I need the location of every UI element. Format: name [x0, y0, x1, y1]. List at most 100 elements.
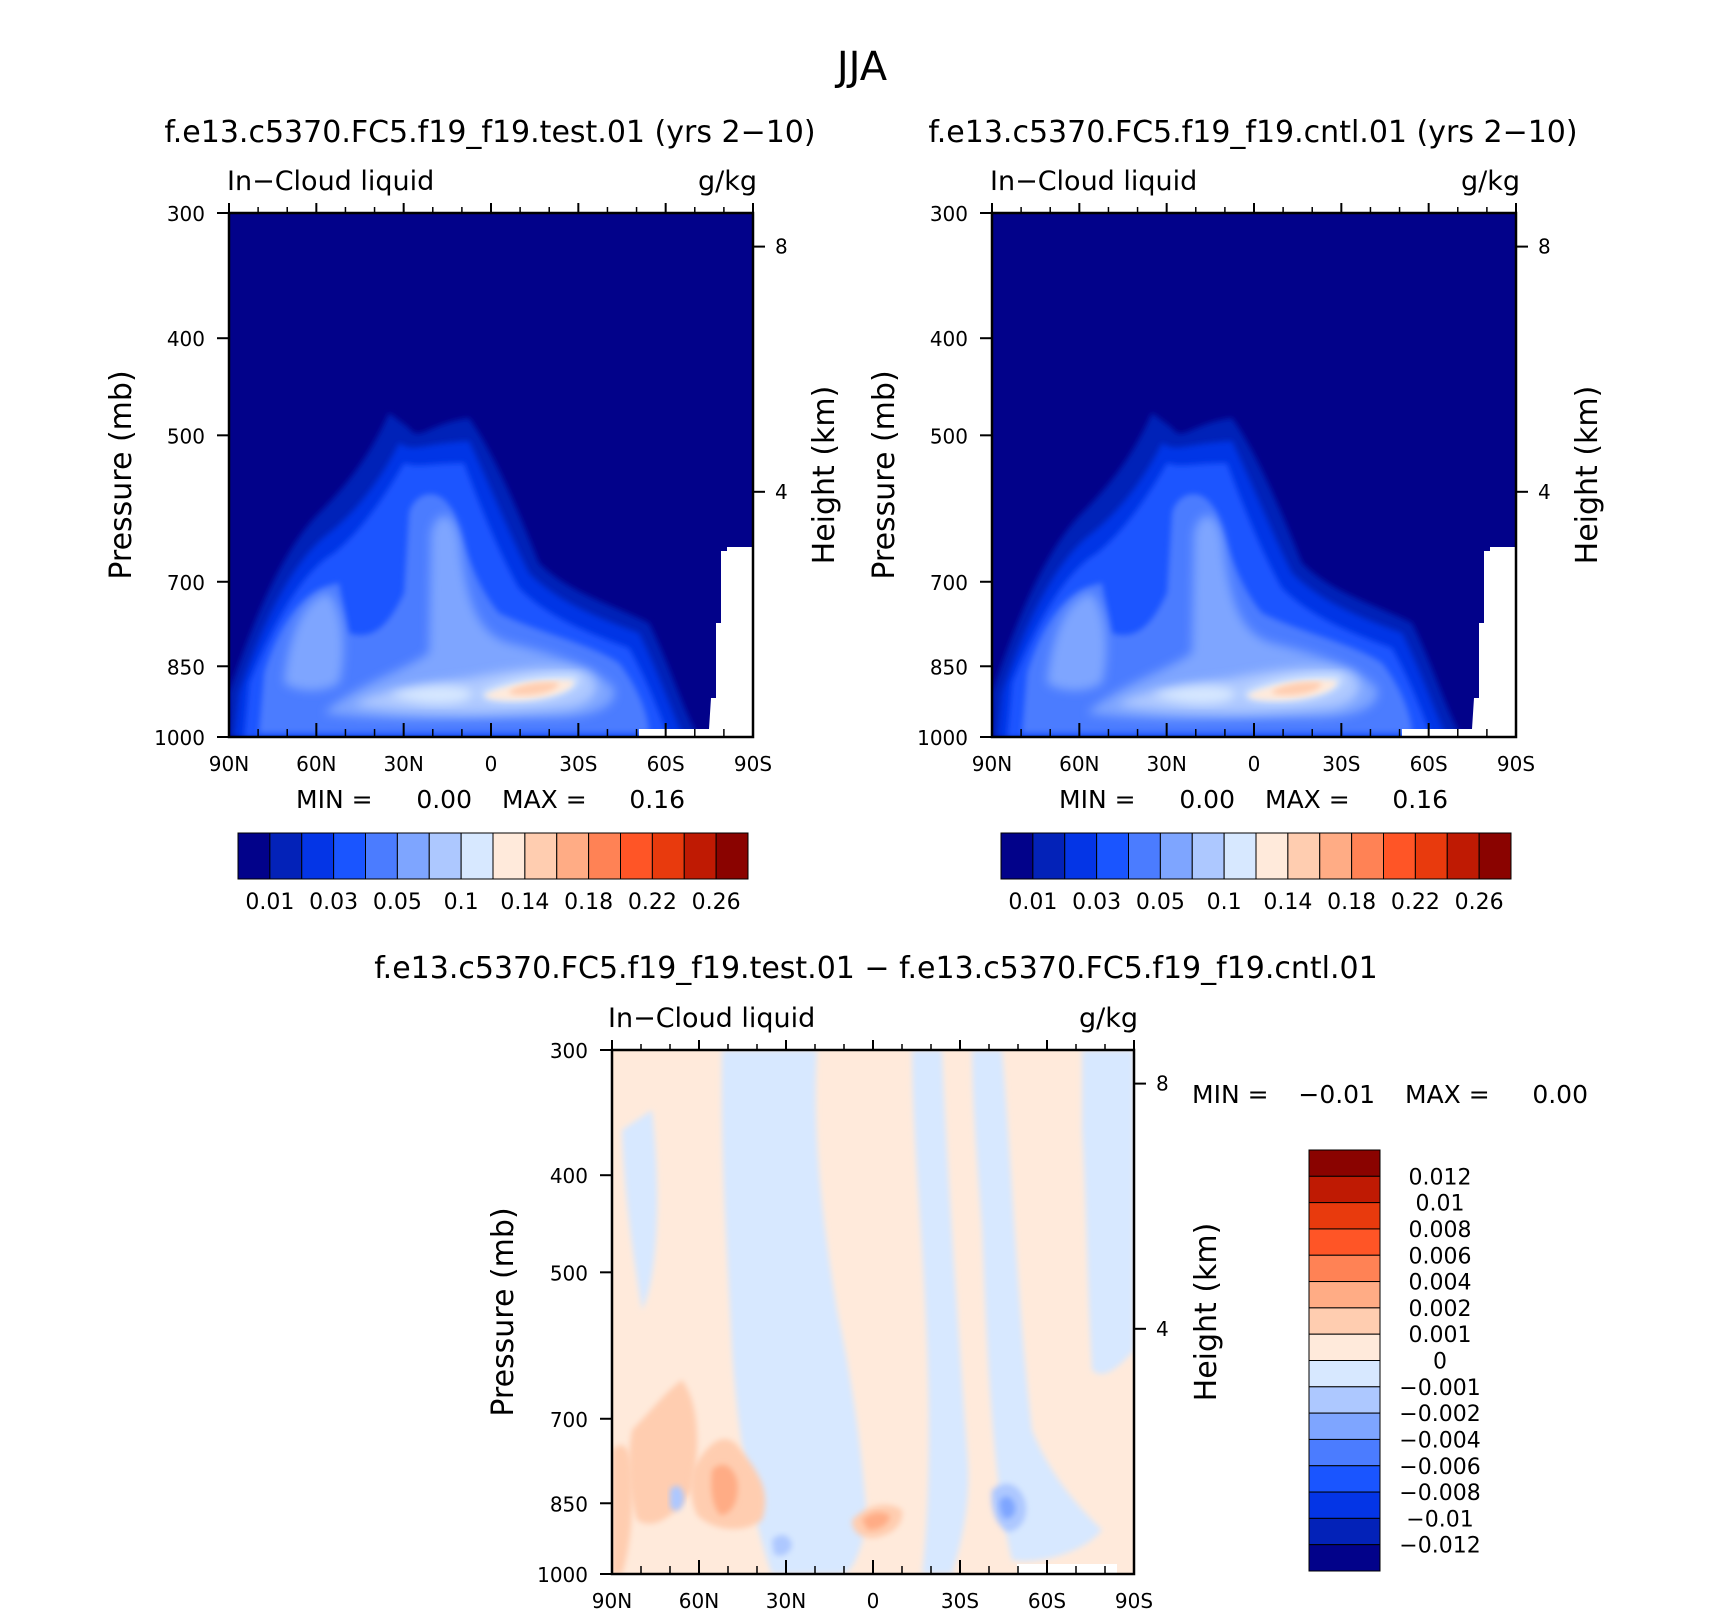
colorbar-swatch — [301, 832, 335, 880]
colorbar-swatch — [1308, 1333, 1381, 1361]
colorbar-label: 0.22 — [628, 890, 677, 915]
colorbar-label: 0.03 — [1072, 890, 1121, 915]
x-tick-label: 60S — [1410, 752, 1448, 776]
y-tick-label: 700 — [930, 571, 968, 595]
x-tick-label: 60N — [296, 752, 336, 776]
colorbar-label: 0 — [1433, 1350, 1447, 1375]
colorbar-label: 0.001 — [1409, 1323, 1472, 1348]
colorbar-swatch — [1287, 832, 1321, 880]
colorbar-label: 0.03 — [309, 890, 358, 915]
colorbar-swatch — [333, 832, 366, 880]
y-tick-label: 850 — [167, 655, 205, 679]
contour-negative-band — [622, 1110, 658, 1310]
colorbar-swatch — [1191, 832, 1225, 880]
y-tick-label: 400 — [550, 1164, 588, 1188]
min-label: MIN = — [296, 785, 373, 814]
colorbar-swatch — [1308, 1412, 1381, 1440]
colorbar-swatch — [1308, 1202, 1381, 1230]
colorbar-swatch — [269, 832, 303, 880]
colorbar-swatch — [1159, 832, 1193, 880]
colorbar-swatch — [556, 832, 590, 880]
y-tick-label: 300 — [550, 1039, 588, 1063]
contour-negative-strong — [999, 1496, 1016, 1519]
y-axis: 300 400 500 700 850 1000 — [537, 1039, 612, 1587]
max-label: MAX = — [502, 785, 587, 814]
colorbar-label: 0.14 — [1263, 890, 1312, 915]
height-tick-label: 4 — [1156, 1317, 1169, 1341]
x-tick-label: 0 — [485, 752, 498, 776]
x-axis: 90N 60N 30N 0 30S 60S 90S — [592, 1040, 1153, 1611]
max-value: 0.16 — [1392, 785, 1448, 814]
x-tick-label: 90N — [592, 1589, 632, 1611]
colorbar-label: 0.1 — [1207, 890, 1242, 915]
x-tick-label: 60N — [1059, 752, 1099, 776]
x-axis: 90N 60N 30N 0 30S 60S 90S — [972, 203, 1535, 776]
y-tick-label: 400 — [167, 327, 205, 351]
colorbar-swatch — [620, 832, 653, 880]
units-label: g/kg — [1079, 1003, 1138, 1034]
contour-level-9 — [509, 682, 559, 695]
colorbar-swatch — [428, 832, 462, 880]
height-tick-label: 8 — [1156, 1072, 1169, 1096]
panel-difference: f.e13.c5370.FC5.f19_f19.test.01 − f.e13.… — [374, 951, 1588, 1611]
y-tick-label: 500 — [930, 424, 968, 448]
colorbar-swatch — [651, 832, 685, 880]
max-label: MAX = — [1265, 785, 1350, 814]
colorbar-label: −0.004 — [1399, 1428, 1480, 1453]
height-axis-label: Height (km) — [1570, 386, 1605, 565]
colorbar: 0.0120.010.0080.0060.0040.0020.0010−0.00… — [1308, 1149, 1481, 1572]
y-tick-label: 850 — [930, 655, 968, 679]
colorbar-label: 0.01 — [245, 890, 294, 915]
y-tick-label: 700 — [167, 571, 205, 595]
y-tick-label: 1000 — [917, 726, 968, 750]
panel-title: f.e13.c5370.FC5.f19_f19.test.01 − f.e13.… — [374, 951, 1377, 986]
colorbar-swatch — [715, 832, 749, 880]
contour-positive-strong — [862, 1512, 890, 1530]
min-value: 0.00 — [416, 785, 472, 814]
colorbar-label: 0.01 — [1008, 890, 1057, 915]
x-tick-label: 30S — [1322, 752, 1360, 776]
colorbar-swatch — [1308, 1491, 1381, 1519]
colorbar-swatch — [683, 832, 717, 880]
colorbar-swatch — [365, 832, 398, 880]
y-tick-label: 500 — [550, 1261, 588, 1285]
colorbar-label: 0.05 — [373, 890, 422, 915]
contour-level-9 — [1272, 682, 1322, 695]
y-tick-label: 700 — [550, 1408, 588, 1432]
panel-title: f.e13.c5370.FC5.f19_f19.test.01 (yrs 2−1… — [164, 115, 815, 150]
y-axis: 300 400 500 700 850 1000 — [154, 202, 229, 750]
colorbar-label: 0.004 — [1409, 1271, 1472, 1296]
panel-title: f.e13.c5370.FC5.f19_f19.cntl.01 (yrs 2−1… — [928, 115, 1577, 150]
x-tick-label: 90N — [972, 752, 1012, 776]
colorbar-swatch — [1308, 1386, 1381, 1414]
x-tick-label: 30N — [383, 752, 423, 776]
height-axis: 84 — [1134, 1072, 1169, 1341]
colorbar-label: 0.26 — [692, 890, 741, 915]
contour-negative-band — [912, 1050, 969, 1574]
colorbar-label: 0.05 — [1136, 890, 1185, 915]
colorbar-label: 0.006 — [1409, 1244, 1472, 1269]
colorbar-swatch — [1308, 1438, 1381, 1467]
missing-data-region — [1017, 1564, 1117, 1574]
y-axis-label: Pressure (mb) — [104, 370, 139, 579]
y-tick-label: 500 — [167, 424, 205, 448]
colorbar-label: 0.002 — [1409, 1297, 1472, 1322]
colorbar-swatch — [1096, 832, 1129, 880]
height-axis-label: Height (km) — [807, 386, 842, 565]
colorbar-label: 0.008 — [1409, 1218, 1472, 1243]
colorbar-swatch — [1308, 1281, 1381, 1309]
contour-negative-band — [972, 1050, 1102, 1562]
colorbar-label: −0.006 — [1399, 1455, 1480, 1480]
contour-field — [612, 1050, 1134, 1574]
colorbar-swatch — [1308, 1544, 1381, 1572]
height-tick-label: 8 — [775, 235, 788, 259]
colorbar-label: −0.012 — [1399, 1534, 1480, 1559]
colorbar-swatch — [1478, 832, 1512, 880]
contour-negative-band — [721, 1050, 867, 1574]
min-label: MIN = — [1192, 1080, 1269, 1109]
contour-negative-strong — [772, 1535, 792, 1556]
y-axis-label: Pressure (mb) — [486, 1207, 521, 1416]
colorbar-swatch — [588, 832, 621, 880]
colorbar-swatch — [1255, 832, 1289, 880]
colorbar-swatch — [1308, 1228, 1381, 1256]
